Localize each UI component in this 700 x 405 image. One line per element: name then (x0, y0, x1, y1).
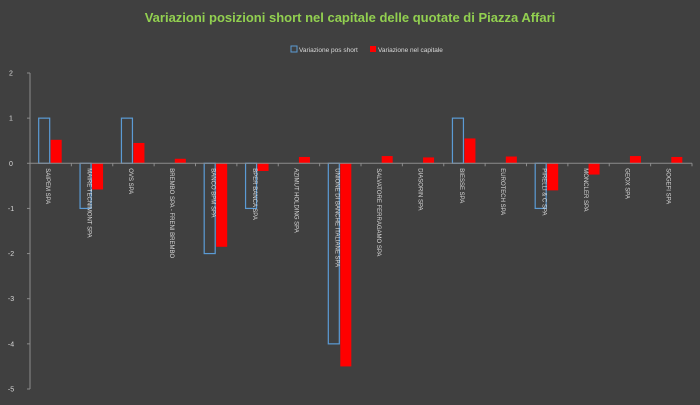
bar-capitale (133, 142, 145, 164)
y-tick-label: 2 (9, 71, 13, 78)
bar-capitale (464, 138, 476, 164)
legend: Variazione pos short Variazione nel capi… (290, 45, 443, 54)
bar-capitale (381, 156, 393, 164)
bar-pos-short (451, 117, 465, 164)
legend-swatch-pos-short (290, 45, 298, 53)
legend-label-capitale: Variazione nel capitale (378, 47, 443, 54)
bar-capitale (340, 163, 352, 367)
bars (38, 117, 683, 367)
bar-capitale (629, 156, 641, 164)
bar-pos-short (120, 117, 134, 164)
category-label: BPER BANCA SPA (251, 168, 257, 220)
category-label: MONCLER SPA (582, 168, 588, 211)
category-label: GEOX SPA (623, 168, 629, 199)
bar-capitale (671, 156, 683, 164)
bar-capitale (216, 163, 228, 247)
y-axis-ticks: 2 1 0 -1 -2 -3 -4 -5 (8, 71, 30, 394)
category-label: AZIMUT HOLDING SPA (292, 168, 298, 232)
y-tick-label: -5 (8, 387, 14, 394)
legend-label-pos-short: Variazione pos short (299, 47, 358, 54)
category-label: BREMBO SPA - FRENI BREMBO (168, 168, 174, 258)
y-tick-label: -1 (8, 206, 14, 213)
category-labels: SAIPEM SPA MAIRE TECNIMONT SPA OVS SPA BREM… (44, 168, 671, 267)
y-tick-label: -3 (8, 296, 14, 303)
bar-capitale (547, 163, 559, 191)
bar-capitale (505, 156, 517, 164)
category-label: SOGEFI SPA (665, 168, 671, 204)
category-label: PIRELLI & C SPA (541, 168, 547, 215)
y-tick-label: 0 (9, 161, 13, 168)
category-label: BANCO BPM SPA (210, 168, 216, 217)
category-label: EUROTECH SPA (499, 168, 505, 215)
bar-capitale (298, 156, 310, 164)
bar-capitale (588, 163, 600, 175)
bar-capitale (174, 158, 186, 164)
bar-capitale (92, 163, 104, 190)
y-tick-label: -2 (8, 251, 14, 258)
category-label: UNIONE DI BANCHE ITALIANE SPA (334, 168, 340, 267)
bar-capitale (423, 157, 435, 164)
y-tick-label: -4 (8, 341, 14, 348)
category-label: MAIRE TECNIMONT SPA (85, 168, 91, 237)
category-label: DIASORIN SPA (416, 168, 422, 210)
chart-title: Variazioni posizioni short nel capitale … (145, 10, 556, 25)
bar-pos-short (38, 117, 51, 164)
category-label: SALVATORE FERRAGAMO SPA (375, 168, 381, 256)
bar-capitale (257, 163, 269, 171)
category-label: SAIPEM SPA (44, 168, 50, 204)
category-label: OVS SPA (127, 168, 133, 194)
y-tick-label: 1 (9, 116, 13, 123)
bar-capitale (50, 139, 62, 164)
category-label: BIESSE SPA (458, 168, 464, 203)
legend-swatch-capitale (370, 46, 376, 52)
